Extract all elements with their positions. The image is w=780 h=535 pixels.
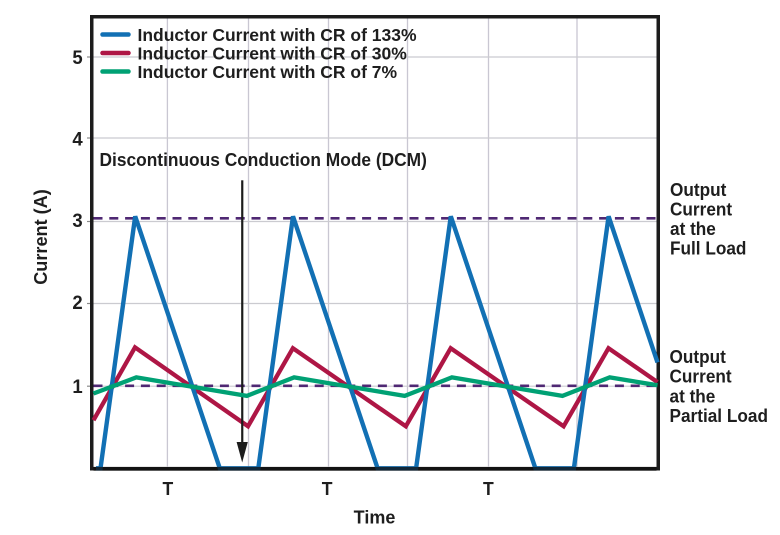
- svg-text:Output: Output: [670, 180, 726, 201]
- svg-text:Discontinuous Conduction Mode: Discontinuous Conduction Mode (DCM): [100, 150, 427, 171]
- svg-text:T: T: [162, 479, 173, 500]
- svg-text:Current: Current: [670, 366, 732, 387]
- svg-text:Time: Time: [354, 508, 396, 528]
- svg-text:Current: Current: [670, 199, 732, 220]
- svg-text:Full Load: Full Load: [670, 238, 746, 259]
- svg-text:at the: at the: [670, 386, 716, 407]
- svg-text:Partial Load: Partial Load: [670, 405, 768, 426]
- svg-text:at the: at the: [670, 219, 716, 240]
- svg-text:4: 4: [72, 129, 83, 151]
- svg-text:3: 3: [72, 211, 82, 233]
- svg-text:2: 2: [72, 293, 82, 315]
- svg-text:Current (A): Current (A): [30, 189, 51, 285]
- svg-text:5: 5: [72, 48, 83, 70]
- svg-text:1: 1: [72, 377, 83, 399]
- svg-text:Inductor Current with CR of 13: Inductor Current with CR of 133%: [138, 25, 417, 45]
- svg-text:Inductor Current with CR of 7%: Inductor Current with CR of 7%: [138, 62, 398, 82]
- svg-text:Output: Output: [670, 346, 726, 367]
- svg-text:Inductor Current with CR of 30: Inductor Current with CR of 30%: [138, 43, 408, 63]
- svg-text:T: T: [483, 479, 494, 500]
- svg-text:T: T: [322, 479, 333, 500]
